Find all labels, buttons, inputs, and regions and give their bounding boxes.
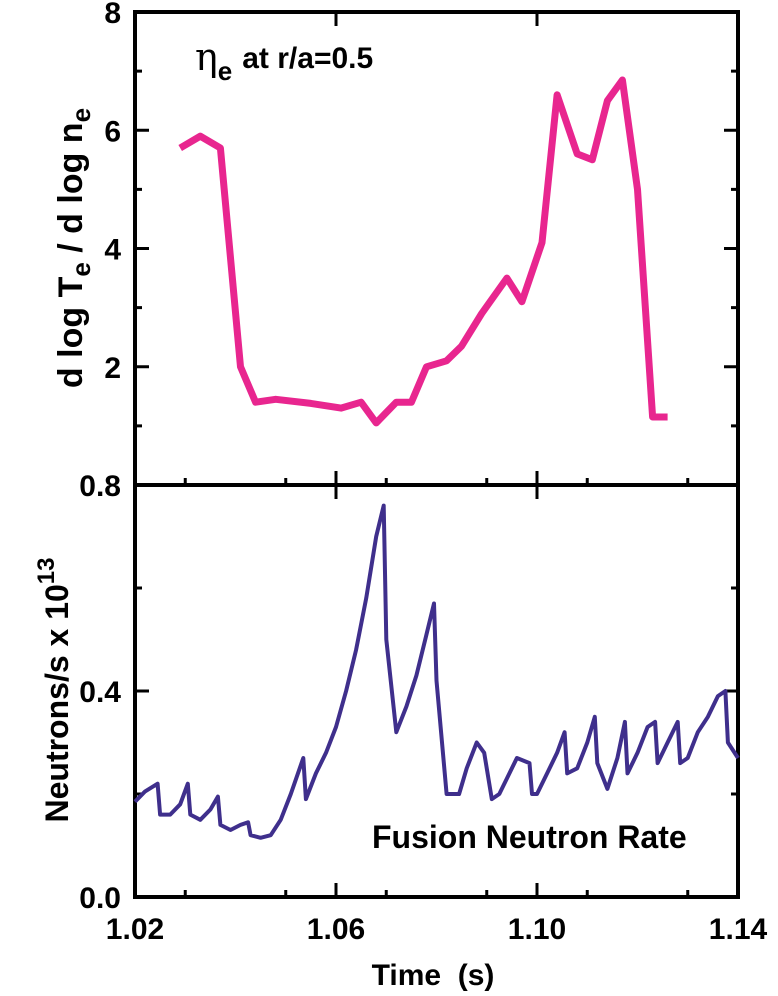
top-ylabel-part1: d log T (52, 276, 90, 388)
bottom-panel: 0.0 0.4 0.8 1.02 1.06 1.10 1.14 Fusion Neutron… (33, 470, 768, 992)
top-y-axis-label: d log Te / d log ne (52, 108, 96, 388)
bottom-y-tick-label: 0.4 (79, 676, 121, 709)
top-y-tick-label: 4 (104, 234, 121, 267)
bottom-ylabel-base: Neutrons/s x 10 (39, 584, 75, 822)
top-y-tick-label: 6 (104, 115, 121, 148)
top-ylabel-sub2: e (66, 108, 96, 122)
x-axis-label: Time (s) (372, 959, 495, 992)
eta-symbol: η (195, 35, 218, 79)
top-y-ticks (133, 10, 740, 485)
eta-annotation: ηe at r/a=0.5 (195, 35, 373, 86)
top-ylabel-part2: / d log n (52, 122, 90, 262)
eta-e-series-line (178, 76, 668, 427)
x-tick-label: 1.02 (106, 913, 164, 946)
x-tick-label: 1.14 (709, 913, 768, 946)
top-y-tick-labels: 2 4 6 8 (104, 0, 121, 385)
bottom-ylabel-exponent: 13 (33, 557, 60, 584)
bottom-y-tick-label: 0.0 (79, 882, 121, 915)
neutron-rate-series-line (133, 503, 740, 840)
eta-subscript: e (218, 56, 232, 86)
bottom-ticks (133, 483, 740, 899)
neutron-annotation: Fusion Neutron Rate (372, 819, 687, 855)
x-tick-label: 1.10 (508, 913, 566, 946)
top-y-tick-label: 2 (104, 352, 121, 385)
top-y-tick-label: 8 (104, 0, 121, 30)
bottom-y-tick-label: 0.8 (79, 470, 121, 503)
eta-location: at r/a=0.5 (242, 42, 373, 75)
x-tick-label: 1.06 (307, 913, 365, 946)
bottom-tick-labels: 0.0 0.4 0.8 1.02 1.06 1.10 1.14 (79, 470, 767, 946)
top-ylabel-sub1: e (66, 262, 96, 276)
bottom-y-axis-label: Neutrons/s x 1013 (33, 557, 75, 822)
